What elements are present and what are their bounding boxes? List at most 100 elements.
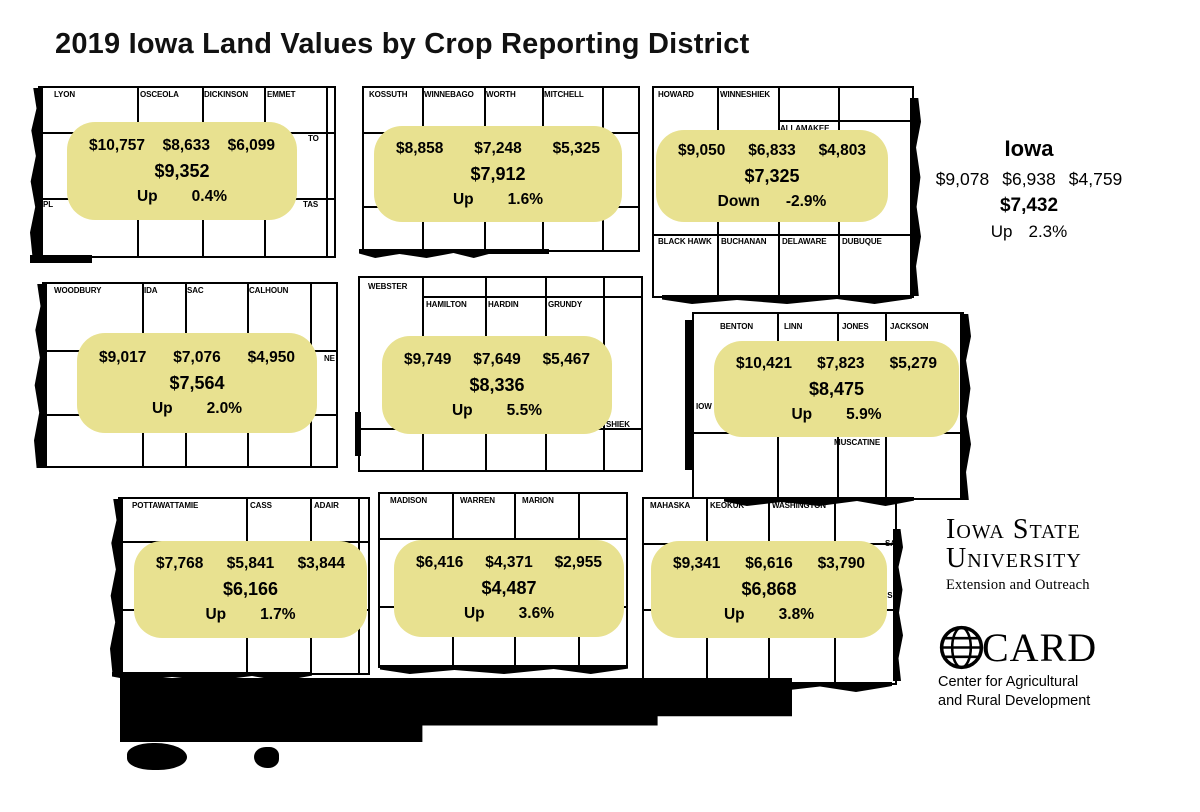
globe-icon	[939, 625, 984, 670]
county-label: SHIEK	[606, 420, 630, 429]
county-label: MARION	[522, 496, 554, 505]
card-wordmark: CARD	[982, 624, 1098, 670]
district-west-central-values: $9,017 $7,076 $4,950 $7,564 Up 2.0%	[77, 333, 317, 433]
district-value: $9,017	[99, 348, 147, 366]
value-row: $9,749 $7,649 $5,467	[404, 351, 590, 369]
district-value: $5,325	[552, 139, 600, 157]
change-direction: Up	[451, 401, 473, 419]
district-average: $9,352	[154, 160, 210, 181]
district-east-central-map: BENTON LINN JONES JACKSON IOW MUSCATINE …	[685, 312, 971, 506]
district-northwest-values: $10,757 $8,633 $6,099 $9,352 Up 0.4%	[67, 122, 297, 220]
card-wordmark-row: CARD	[938, 624, 1153, 671]
county-border	[654, 234, 912, 236]
district-southeast-values: $9,341 $6,616 $3,790 $6,868 Up 3.8%	[651, 541, 887, 638]
value-row: $10,421 $7,823 $5,279	[736, 355, 937, 373]
district-change: Up 5.9%	[791, 406, 881, 424]
district-change: Up 2.0%	[152, 400, 242, 418]
district-value: $5,279	[889, 354, 937, 372]
district-value: $4,371	[485, 554, 533, 571]
county-label: WINNESHIEK	[720, 90, 771, 99]
county-label: WASHINGTON	[772, 501, 826, 510]
state-border-edge	[960, 314, 971, 500]
district-value: $6,416	[416, 554, 464, 571]
county-label: KOSSUTH	[369, 90, 408, 99]
district-average: $7,564	[169, 372, 225, 393]
district-change: Down -2.9%	[718, 193, 827, 211]
county-label: KEOKUK	[710, 501, 745, 510]
change-percent: 1.7%	[260, 606, 296, 623]
state-border-edge	[380, 665, 628, 674]
district-value: $8,858	[396, 139, 444, 157]
county-label: MITCHELL	[544, 90, 584, 99]
county-label: GRUNDY	[548, 300, 583, 309]
county-label: DICKINSON	[204, 90, 248, 99]
state-values: $9,078 $6,938 $4,759	[900, 169, 1158, 190]
district-value: $10,421	[736, 354, 793, 372]
change-percent: 5.9%	[846, 405, 882, 423]
state-border-edge	[489, 249, 549, 254]
district-central-values: $9,749 $7,649 $5,467 $8,336 Up 5.5%	[382, 336, 612, 434]
district-south-central-values: $6,416 $4,371 $2,955 $4,487 Up 3.6%	[394, 540, 624, 637]
change-percent: 2.0%	[206, 399, 242, 417]
state-border-edge	[34, 284, 47, 468]
isu-tagline: Extension and Outreach	[946, 576, 1090, 593]
county-label: DUBUQUE	[842, 237, 882, 246]
county-border	[778, 120, 912, 122]
district-value: $7,823	[817, 354, 865, 372]
district-value: $4,803	[818, 141, 866, 159]
district-change: Up 1.6%	[453, 191, 543, 209]
page-title: 2019 Iowa Land Values by Crop Reporting …	[55, 28, 750, 60]
district-northeast-values: $9,050 $6,833 $4,803 $7,325 Down -2.9%	[656, 130, 888, 222]
state-value: $4,759	[1068, 169, 1123, 189]
county-label: IDA	[144, 286, 158, 295]
card-logo: CARD Center for Agricultural and Rural D…	[938, 624, 1153, 711]
district-value: $3,844	[297, 555, 345, 572]
state-value: $9,078	[935, 169, 990, 189]
district-northwest-map: LYON OSCEOLA DICKINSON EMMET TO PL TAS $…	[30, 86, 336, 263]
value-row: $9,017 $7,076 $4,950	[99, 349, 295, 367]
county-label: ADAIR	[314, 501, 339, 510]
county-label: MUSCATINE	[834, 438, 881, 447]
county-border	[326, 88, 328, 256]
district-value: $2,955	[554, 554, 602, 571]
county-label: BENTON	[720, 322, 754, 331]
value-row: $10,757 $8,633 $6,099	[89, 137, 275, 155]
county-label: HOWARD	[658, 90, 694, 99]
district-southeast-map: MAHASKA KEOKUK WASHINGTON SA ES $9,341 $…	[642, 497, 903, 692]
district-average: $6,868	[741, 579, 797, 599]
district-value: $5,467	[542, 350, 590, 368]
change-percent: 3.8%	[778, 606, 814, 623]
change-direction: Up	[452, 190, 474, 208]
county-label: WARREN	[460, 496, 495, 505]
state-border-edge	[685, 320, 694, 470]
district-northeast-map: HOWARD WINNESHIEK ALLAMAKEE BLACK HAWK B…	[652, 86, 921, 304]
change-direction: Up	[205, 606, 227, 623]
district-value: $7,649	[473, 350, 521, 368]
state-border-edge	[724, 497, 914, 506]
change-percent: -2.9%	[785, 192, 827, 210]
value-row: $8,858 $7,248 $5,325	[396, 140, 600, 158]
county-label: WOODBURY	[54, 286, 102, 295]
district-value: $6,099	[227, 136, 275, 154]
county-label: PL	[43, 200, 54, 209]
county-label: SAC	[187, 286, 204, 295]
county-label: LINN	[784, 322, 803, 331]
district-change: Up 3.8%	[724, 606, 814, 624]
district-value: $5,841	[226, 555, 275, 572]
district-north-central-values: $8,858 $7,248 $5,325 $7,912 Up 1.6%	[374, 126, 622, 222]
change-percent: 2.3%	[1028, 222, 1068, 241]
county-border	[380, 538, 626, 540]
county-label: CALHOUN	[249, 286, 289, 295]
county-label: TO	[308, 134, 319, 143]
district-average: $4,487	[481, 578, 537, 598]
value-row: $9,341 $6,616 $3,790	[673, 555, 865, 573]
county-label: JACKSON	[890, 322, 929, 331]
district-central-map: WEBSTER HAMILTON HARDIN GRUNDY SHIEK $9,…	[355, 276, 643, 472]
county-label: JONES	[842, 322, 869, 331]
state-border-edge	[112, 672, 312, 681]
county-label: OSCEOLA	[140, 90, 179, 99]
state-name: Iowa	[1004, 136, 1054, 161]
state-border-edge	[662, 295, 912, 304]
district-value: $3,790	[817, 555, 865, 572]
redacted-mark	[127, 743, 187, 770]
